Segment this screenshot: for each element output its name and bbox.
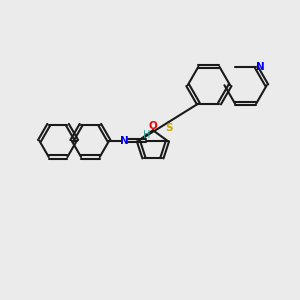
Text: H: H	[142, 130, 150, 140]
Text: S: S	[166, 122, 173, 133]
Text: N: N	[256, 62, 264, 72]
Text: O: O	[148, 122, 157, 131]
Text: N: N	[120, 136, 129, 146]
